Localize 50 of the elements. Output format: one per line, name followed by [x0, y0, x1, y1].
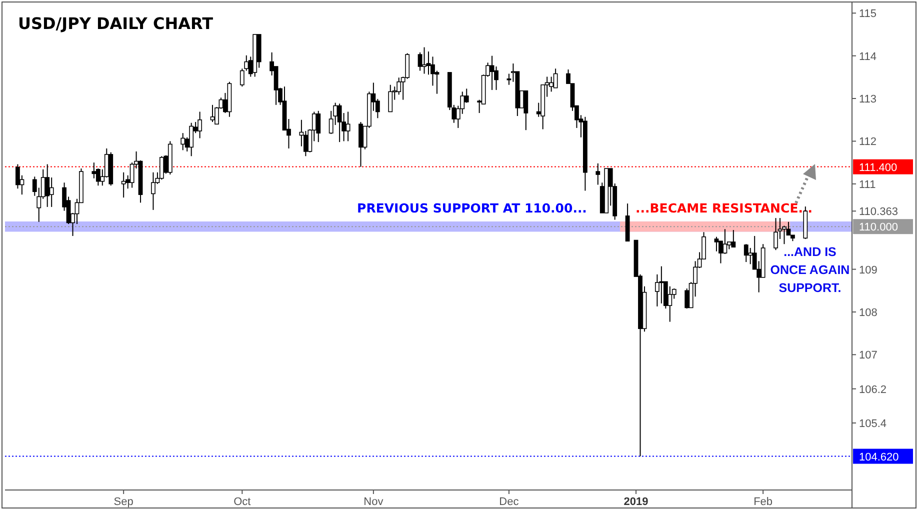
candlestick [189, 122, 194, 157]
x-tick-label: Oct [234, 496, 251, 508]
candlestick [151, 172, 156, 210]
candlestick [49, 176, 54, 208]
candlestick [337, 103, 342, 143]
candlestick [316, 110, 321, 143]
candlestick [422, 46, 426, 74]
candlestick [731, 229, 736, 248]
y-tick-label: 110.363 [859, 206, 898, 218]
candlestick [490, 55, 494, 90]
candlestick [121, 172, 126, 198]
annotation: ...AND IS ONCE AGAIN SUPPORT. [770, 245, 850, 295]
text: USD/JPY DAILY CHART [18, 14, 214, 33]
candlestick [159, 156, 164, 180]
band-label: PREVIOUS SUPPORT AT 110.00... [357, 200, 587, 216]
candlestick [596, 162, 600, 186]
y-tick-label: 107 [859, 350, 878, 362]
candlestick [524, 90, 528, 131]
ref-line-label: 104.620 [859, 451, 899, 464]
candlestick [92, 162, 96, 179]
y-tick-label: 111 [859, 178, 876, 191]
candlestick [346, 111, 350, 142]
candlestick [418, 52, 422, 72]
band-label: ...BECAME RESISTANCE... [636, 200, 812, 216]
y-tick-label: 115 [859, 8, 877, 20]
y-tick-label: 105.4 [859, 418, 887, 430]
x-tick-label: Feb [754, 496, 773, 508]
y-tick-label: 108 [859, 306, 878, 319]
y-tick-label: 114 [859, 50, 877, 63]
y-tick-label: 112 [859, 136, 877, 148]
ref-line-label: 111.400 [859, 162, 898, 174]
x-tick-label: 2019 [624, 496, 648, 508]
candlestick [198, 111, 202, 139]
candlestick [786, 221, 791, 236]
candlestick [668, 286, 672, 322]
candlestick [714, 236, 719, 252]
ref-line-label: 110.000 [859, 222, 898, 234]
y-tick-label: 113 [859, 94, 877, 106]
candlestick [180, 132, 186, 151]
x-tick-label: Sep [114, 496, 134, 508]
candlestick [358, 121, 363, 168]
y-tick-label: 106.2 [859, 384, 887, 396]
candlestick [553, 68, 558, 88]
x-tick-label: Dec [499, 496, 520, 508]
x-tick-label: Nov [364, 496, 384, 508]
y-tick-label: 109 [859, 264, 878, 276]
candlestick [744, 244, 748, 263]
candlestick [45, 164, 50, 208]
candlestick [388, 84, 393, 112]
candlestick [659, 266, 664, 304]
